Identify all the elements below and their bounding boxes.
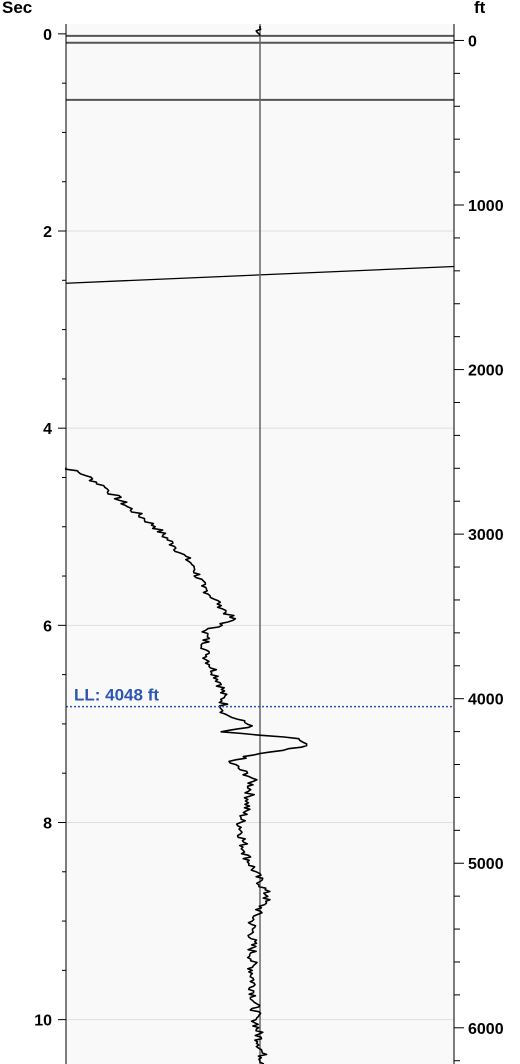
right-tick-label: 5000 xyxy=(468,856,504,873)
series-layer xyxy=(64,25,308,1064)
left-tick-label: 2 xyxy=(43,224,52,241)
left-axis: 0 2 4 6 8 10 xyxy=(34,27,66,1030)
right-tick-label: 0 xyxy=(468,33,477,50)
right-tick-label: 3000 xyxy=(468,527,504,544)
right-tick-label: 2000 xyxy=(468,363,504,380)
ll-marker: LL: 4048 ft xyxy=(66,686,454,708)
left-tick-label: 6 xyxy=(43,618,52,635)
right-tick-label: 1000 xyxy=(468,198,504,215)
left-tick-label: 0 xyxy=(43,27,52,44)
right-axis-unit-label: ft xyxy=(474,0,486,17)
right-axis: 0 1000 2000 3000 4000 5000 6000 xyxy=(454,33,504,1062)
data-series-trace xyxy=(64,25,308,1064)
right-tick-label: 4000 xyxy=(468,692,504,709)
left-tick-label: 10 xyxy=(34,1013,52,1030)
left-axis-unit-label: Sec xyxy=(2,0,32,17)
left-tick-label: 8 xyxy=(43,815,52,832)
ll-marker-label: LL: 4048 ft xyxy=(74,686,159,705)
right-tick-label: 6000 xyxy=(468,1021,504,1038)
left-tick-label: 4 xyxy=(43,421,52,438)
reference-lines xyxy=(65,24,455,1064)
